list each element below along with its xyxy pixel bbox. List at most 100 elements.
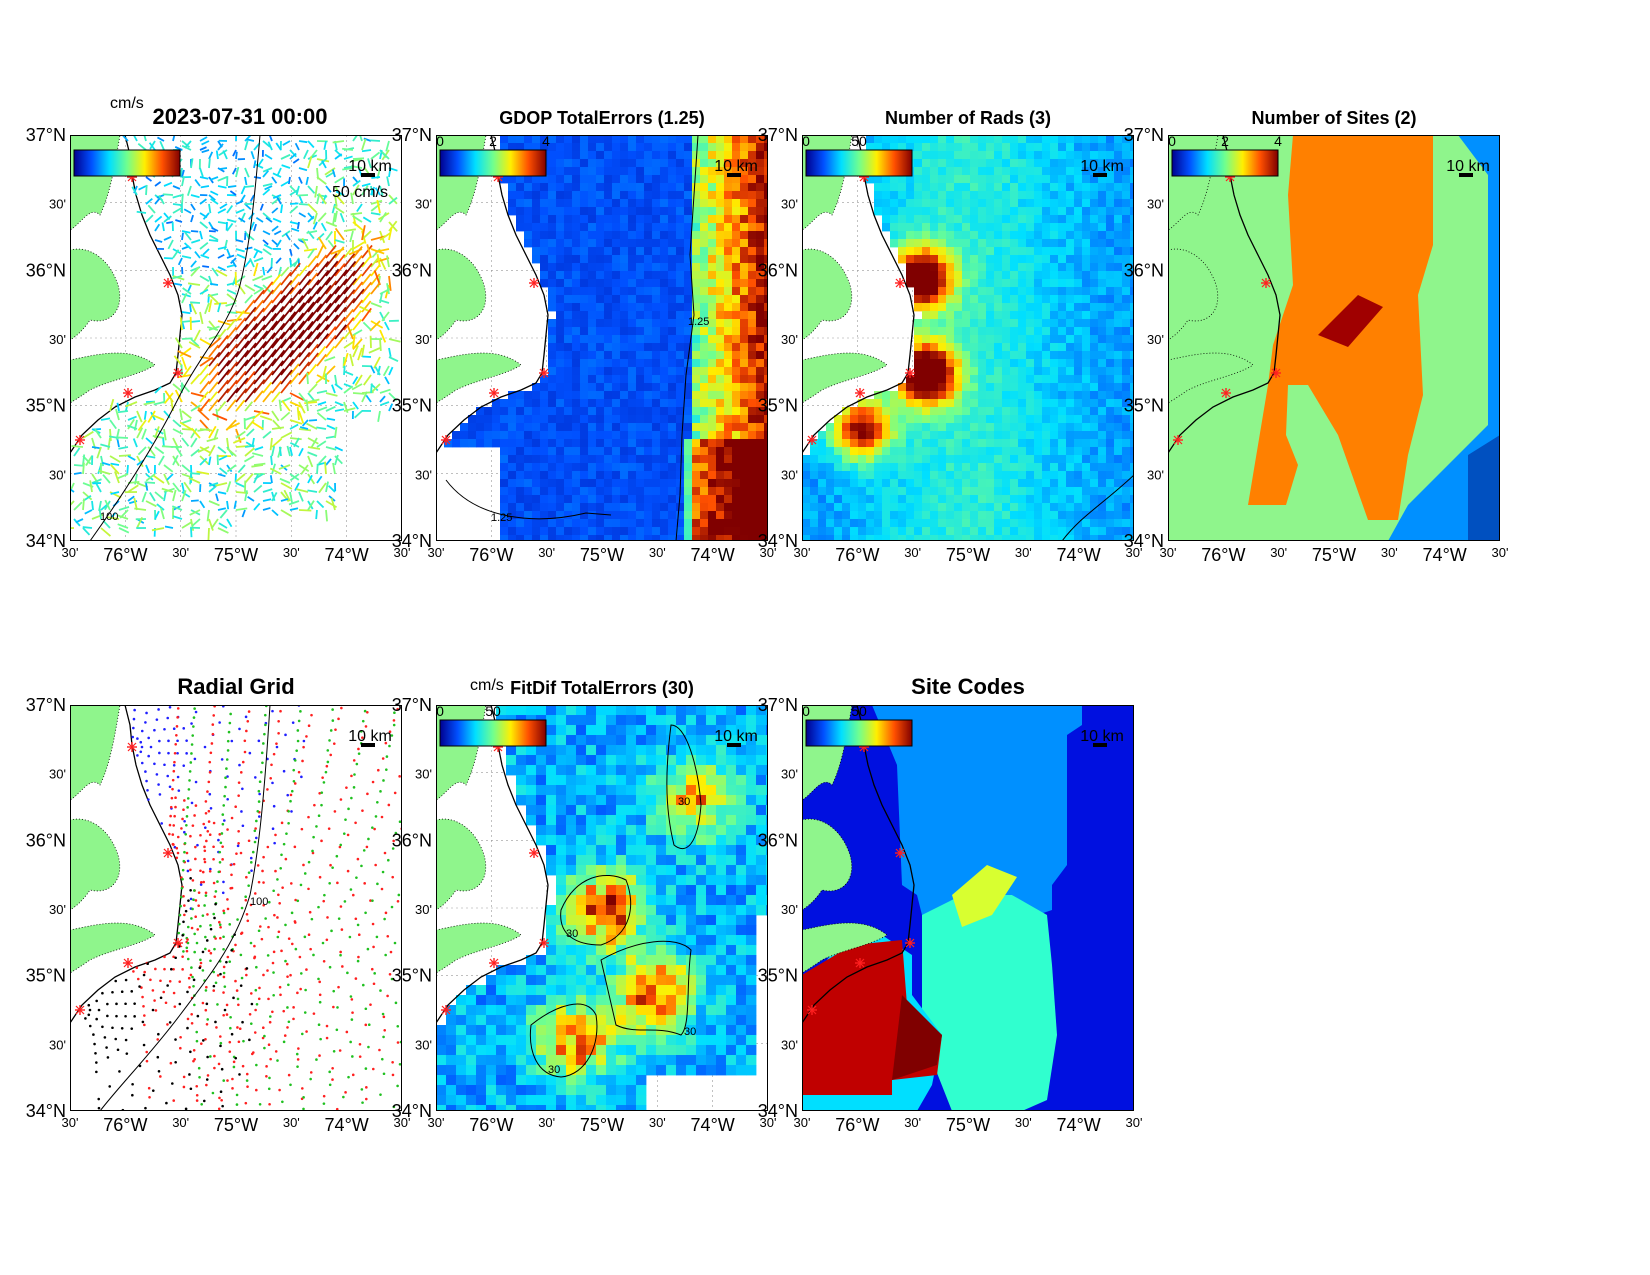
radial-grid-point [204,891,208,895]
current-vector-arrow [306,230,318,234]
radial-grid-point [181,955,184,958]
radial-grid-point [224,785,227,789]
lon-tick-label: 30' [904,545,921,560]
radial-grid-point [182,764,186,767]
current-vector-arrow [325,221,338,228]
colorbar-gradient [439,149,547,177]
current-vector-arrow [352,310,362,322]
radial-grid-point [350,774,353,778]
radial-grid-point [259,770,263,774]
current-vector-arrow [244,134,252,142]
radial-grid-point [312,1012,316,1015]
radial-grid-point [182,859,186,863]
radial-grid-point [229,1026,232,1030]
radial-grid-point [261,761,264,765]
radial-grid-point [295,749,298,752]
radial-grid-point [228,923,232,926]
radial-grid-point [213,947,216,951]
radial-grid-point [372,982,376,986]
current-vector-arrow [262,230,271,236]
current-vector-arrow [179,167,183,178]
lon-tick-label: 74°W [1423,545,1467,565]
current-vector-arrow [373,356,381,369]
current-vector-arrow [217,527,229,534]
radial-grid-point [300,775,303,779]
current-vector-arrow [188,341,201,349]
radial-grid-point [226,828,229,831]
current-vector-arrow [325,230,333,241]
lon-tick-label: 76°W [1201,545,1245,565]
current-vector-arrow [307,203,318,214]
current-vector-arrow [325,260,339,277]
radial-grid-point [226,907,230,911]
lon-tick-label: 30' [760,1115,777,1130]
lat-tick-label: 30' [415,902,432,917]
radial-grid-point [226,955,230,959]
current-vector-arrow [289,295,304,313]
current-vector-arrow [352,221,364,232]
radial-grid-point [199,961,203,965]
radial-grid-point [336,881,339,885]
current-vector-arrow [226,343,238,358]
current-vector-arrow [262,304,277,322]
site-marker-icon [163,848,173,858]
current-vector-arrow [334,269,348,286]
radial-grid-point [218,923,222,927]
current-vector-arrow [226,361,239,376]
radial-grid-point [173,814,176,818]
current-vector-arrow [98,469,111,475]
current-vector-arrow [354,410,363,419]
current-vector-arrow [217,221,228,225]
radial-grid-point [331,866,334,869]
current-vector-arrow [82,430,94,439]
current-vector-arrow [334,383,343,391]
current-vector-arrow [288,500,300,506]
radial-grid-point [168,785,172,789]
current-vector-arrow [208,158,211,169]
current-vector-arrow [137,419,147,432]
radial-grid-point [143,970,146,974]
site-code-regions [802,705,1134,1111]
current-vector-arrow [370,383,381,393]
radial-grid-point [246,1085,249,1088]
current-vector-arrow [280,153,291,160]
current-vector-arrow [218,167,228,170]
current-vector-arrow [154,239,163,243]
radial-grid-point [142,1043,146,1047]
current-vector-arrow [271,239,279,246]
radial-grid-point [184,1107,188,1111]
lat-tick-label: 37°N [26,695,66,715]
radial-grid-point [315,825,318,828]
current-vector-arrow [208,391,218,403]
current-vector-arrow [136,427,144,439]
radial-grid-point [181,933,184,937]
current-vector-arrow [280,431,293,439]
colorbar-tick-label: 0 [1168,135,1176,149]
current-vector-arrow [346,325,354,340]
radial-grid-point [339,950,342,954]
radial-grid-point [188,985,191,989]
radial-grid-point [245,913,249,916]
radial-grid-point [177,789,181,792]
lon-tick-label: 30' [428,1115,445,1130]
current-vector-arrow [388,168,392,178]
radial-grid-point [335,1028,339,1032]
radial-grid-point [271,827,275,830]
current-vector-arrow [208,371,220,385]
current-vector-arrow [116,514,129,520]
radial-grid-point [280,949,283,953]
lon-tick-label: 30' [1126,1115,1143,1130]
current-vector-arrow [316,158,330,163]
current-vector-arrow [278,464,291,470]
radial-grid-point [160,822,164,825]
current-vector-arrow [253,367,268,385]
lon-tick-label: 75°W [946,545,990,565]
radial-grid-point [222,1013,225,1017]
current-vector-arrow [210,198,219,205]
current-vector-arrow [215,269,228,277]
current-vector-arrow [75,518,84,524]
current-vector-arrow [252,275,264,282]
current-vector-arrow [235,333,248,349]
radial-grid-point [318,791,321,795]
